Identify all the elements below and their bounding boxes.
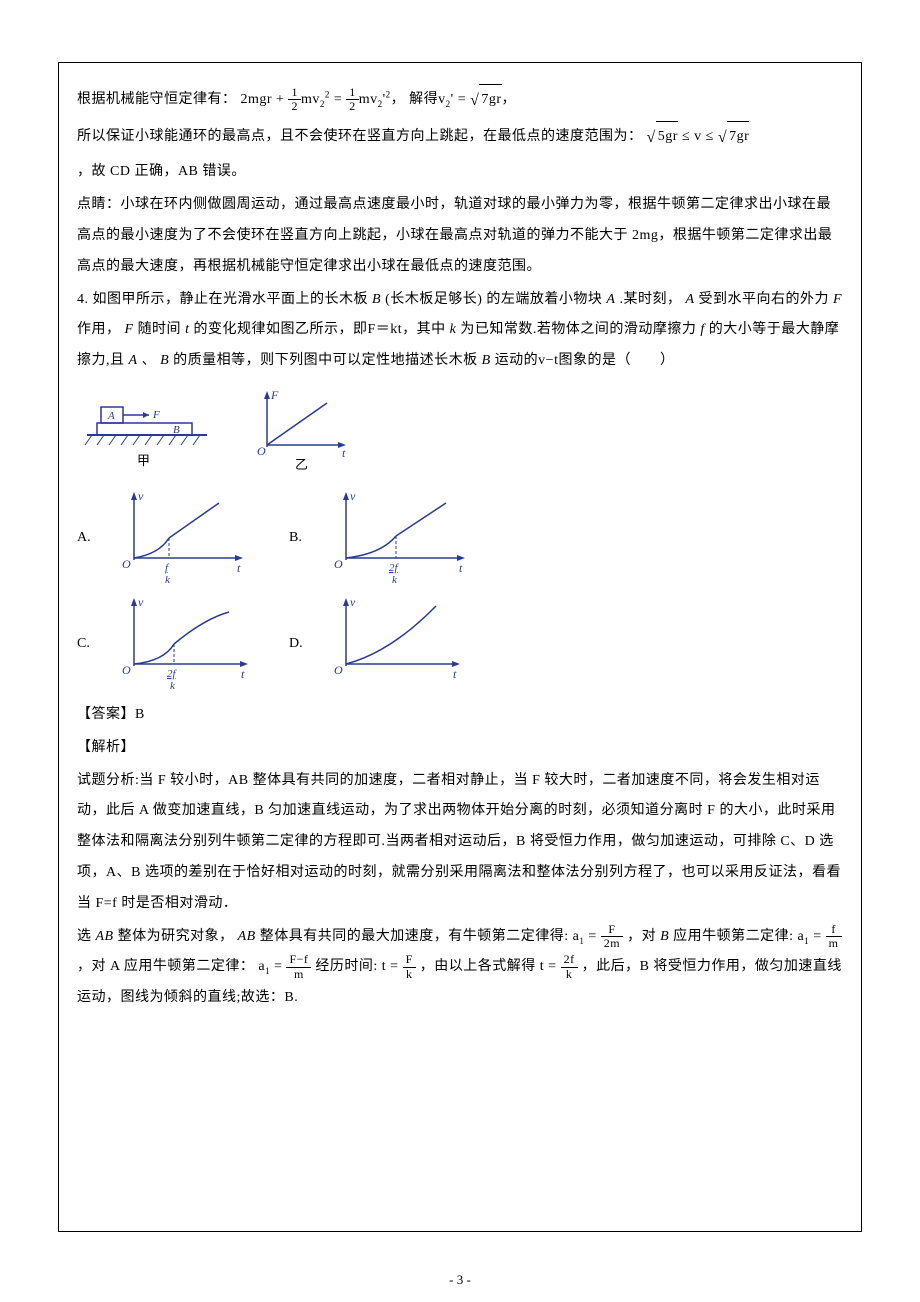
svg-text:F: F bbox=[152, 409, 160, 421]
svg-text:v: v bbox=[350, 489, 356, 503]
answer-line: 【答案】B bbox=[77, 700, 843, 731]
svg-text:2f: 2f bbox=[167, 668, 178, 680]
svg-text:t: t bbox=[237, 561, 241, 575]
svg-text:v: v bbox=[138, 595, 144, 609]
t-fk: t = Fk bbox=[382, 959, 416, 974]
option-a-graph: v O t f k bbox=[109, 488, 259, 588]
svg-text:t: t bbox=[241, 667, 245, 681]
a1-f2m: a1 = F2m bbox=[573, 929, 623, 944]
a1-fm: a1 = fm bbox=[798, 929, 842, 944]
hint-paragraph: 点睛：小球在环内侧做圆周运动，通过最高点速度最小时，轨道对球的最小弹力为零，根据… bbox=[77, 190, 843, 282]
svg-text:k: k bbox=[392, 574, 398, 586]
p1-result-prefix: 解得 bbox=[409, 92, 438, 107]
svg-text:v: v bbox=[138, 489, 144, 503]
svg-text:k: k bbox=[165, 574, 171, 586]
option-d-graph: v O t bbox=[321, 594, 471, 694]
svg-text:O: O bbox=[334, 663, 343, 677]
svg-text:甲: 甲 bbox=[137, 453, 150, 468]
setup-diagram-jia: A F B 甲 bbox=[77, 385, 217, 480]
energy-conservation-line: 根据机械能守恒定律有： 2mgr + 12mv22 = 12mv2'2， 解得v… bbox=[77, 83, 843, 118]
option-a-label: A. bbox=[77, 530, 101, 546]
analysis-p2: 选 AB 整体为研究对象， AB 整体具有共同的最大加速度，有牛顿第二定律得: … bbox=[77, 922, 843, 1014]
p2-text: 所以保证小球能通环的最高点，且不会使环在竖直方向上跳起，在最低点的速度范围为： bbox=[77, 129, 643, 144]
svg-text:O: O bbox=[122, 663, 131, 677]
setup-diagram-row: A F B 甲 F O t 乙 bbox=[77, 385, 843, 480]
svg-text:O: O bbox=[257, 444, 266, 458]
option-b-label: B. bbox=[289, 530, 313, 546]
analysis-label: 【解析】 bbox=[77, 733, 843, 764]
svg-text:O: O bbox=[334, 557, 343, 571]
t-2fk: t = 2fk bbox=[540, 959, 578, 974]
page-number: - 3 - bbox=[0, 1272, 920, 1288]
velocity-range-line: 所以保证小球能通环的最高点，且不会使环在竖直方向上跳起，在最低点的速度范围为： … bbox=[77, 120, 843, 155]
svg-text:k: k bbox=[170, 680, 176, 692]
q4-num: 4. bbox=[77, 292, 89, 307]
energy-formula: 2mgr + 12mv22 = 12mv2'2， bbox=[241, 92, 406, 107]
svg-text:f: f bbox=[165, 562, 170, 574]
svg-text:A: A bbox=[107, 410, 115, 422]
svg-text:B: B bbox=[173, 424, 180, 436]
svg-text:v: v bbox=[350, 595, 356, 609]
svg-text:乙: 乙 bbox=[295, 457, 308, 472]
option-row-ab: A. v O t f k B. v O t 2f bbox=[77, 488, 843, 588]
svg-text:2f: 2f bbox=[389, 562, 400, 574]
graph-yi: F O t 乙 bbox=[247, 385, 357, 480]
svg-text:t: t bbox=[453, 667, 457, 681]
option-c-graph: v O t 2f k bbox=[109, 594, 259, 694]
question-4: 4. 如图甲所示，静止在光滑水平面上的长木板 B (长木板足够长) 的左端放着小… bbox=[77, 285, 843, 377]
velocity-range-formula: √5gr ≤ v ≤ √7gr bbox=[647, 129, 750, 144]
p2-tail: ，故 CD 正确，AB 错误。 bbox=[77, 157, 843, 188]
analysis-p1: 试题分析:当 F 较小时，AB 整体具有共同的加速度，二者相对静止，当 F 较大… bbox=[77, 766, 843, 920]
option-row-cd: C. v O t 2f k D. v O t bbox=[77, 594, 843, 694]
v2prime-result: v2' = √7gr bbox=[438, 92, 501, 107]
svg-text:F: F bbox=[270, 388, 279, 402]
setup-svg: A F B 甲 bbox=[77, 385, 217, 475]
svg-text:t: t bbox=[342, 446, 346, 460]
svg-text:t: t bbox=[459, 561, 463, 575]
option-b-graph: v O t 2f k bbox=[321, 488, 481, 588]
option-c-label: C. bbox=[77, 636, 101, 652]
graph-yi-svg: F O t 乙 bbox=[247, 385, 357, 475]
answer-label: 【答案】 bbox=[77, 707, 135, 722]
p1-comma: ， bbox=[502, 92, 517, 107]
a1-ffm: a1 = F−fm bbox=[258, 959, 311, 974]
p1-prefix: 根据机械能守恒定律有： bbox=[77, 92, 237, 107]
svg-text:O: O bbox=[122, 557, 131, 571]
page-frame: 根据机械能守恒定律有： 2mgr + 12mv22 = 12mv2'2， 解得v… bbox=[58, 62, 862, 1232]
option-d-label: D. bbox=[289, 636, 313, 652]
answer-value: B bbox=[135, 707, 145, 722]
